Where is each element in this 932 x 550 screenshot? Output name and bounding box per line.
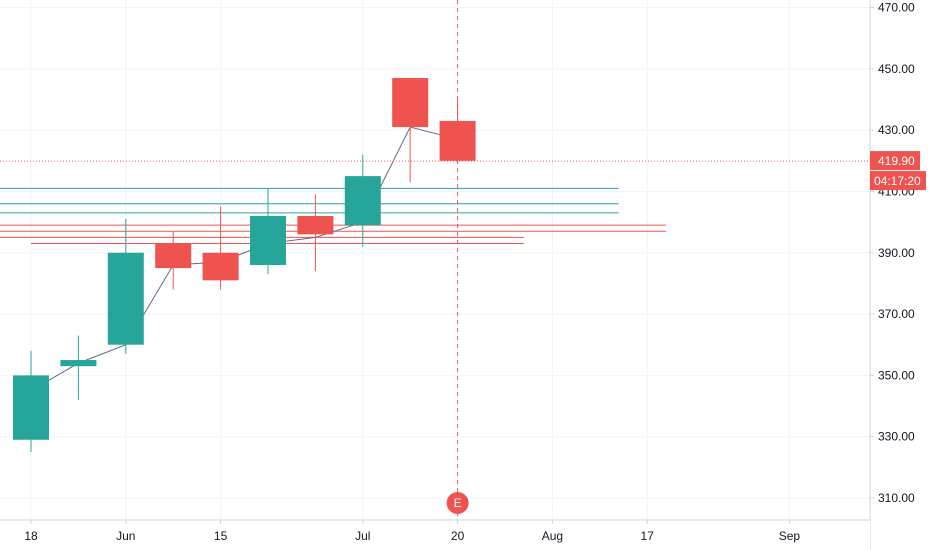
price-axis[interactable]: 310.00330.00350.00370.00390.00410.00430.… — [869, 0, 926, 550]
candle[interactable] — [155, 231, 192, 290]
candle-body[interactable] — [297, 215, 334, 235]
candle[interactable] — [297, 194, 334, 272]
candle-body[interactable] — [155, 243, 192, 269]
candle-body[interactable] — [107, 252, 144, 345]
time-tick-label: 18 — [24, 529, 38, 543]
time-axis-background — [0, 520, 870, 550]
time-tick-label: 20 — [451, 529, 465, 543]
candle-body[interactable] — [60, 360, 97, 367]
candle[interactable] — [13, 350, 49, 453]
time-tick-label: 17 — [641, 529, 655, 543]
candle-body[interactable] — [250, 215, 286, 266]
time-tick-label: Aug — [542, 529, 563, 543]
event-marker[interactable]: E — [446, 492, 469, 514]
current-price-tag — [870, 151, 920, 171]
close-polyline — [30, 126, 458, 392]
price-tick-label: 390.00 — [878, 246, 915, 260]
countdown-tag-label: 04:17:20 — [874, 174, 921, 188]
price-tick-label: 350.00 — [878, 368, 915, 382]
price-tick-label: 450.00 — [878, 62, 915, 76]
time-axis[interactable]: 18 Jun 15 Jul 20 Aug 17 Sep — [0, 519, 870, 550]
candle[interactable] — [107, 219, 144, 354]
price-tick-label: 310.00 — [878, 491, 915, 505]
price-tick-label: 330.00 — [878, 430, 915, 444]
event-marker-circle[interactable] — [446, 492, 469, 514]
time-tick-label: Jun — [116, 529, 135, 543]
event-marker-label: E — [454, 496, 462, 510]
overlays: E — [0, 0, 870, 520]
time-tick-label: Sep — [779, 529, 801, 543]
current-price-tag-label: 419.90 — [878, 154, 915, 168]
candle[interactable] — [60, 335, 97, 400]
price-tick-label: 370.00 — [878, 307, 915, 321]
candle[interactable] — [392, 78, 429, 183]
candles[interactable] — [13, 78, 476, 453]
close-line — [30, 126, 458, 392]
candle-body[interactable] — [202, 252, 239, 281]
candle-body[interactable] — [13, 375, 49, 440]
price-tick-label: 430.00 — [878, 123, 915, 137]
time-tick-label: Jul — [355, 529, 370, 543]
price-tick-label: 470.00 — [878, 1, 915, 15]
candle[interactable] — [202, 206, 239, 290]
candle[interactable] — [344, 154, 381, 247]
candle-body[interactable] — [392, 78, 429, 128]
time-tick-label: 15 — [214, 529, 228, 543]
candle-body[interactable] — [344, 176, 381, 226]
candle[interactable] — [250, 188, 286, 275]
countdown-tag — [870, 171, 926, 191]
